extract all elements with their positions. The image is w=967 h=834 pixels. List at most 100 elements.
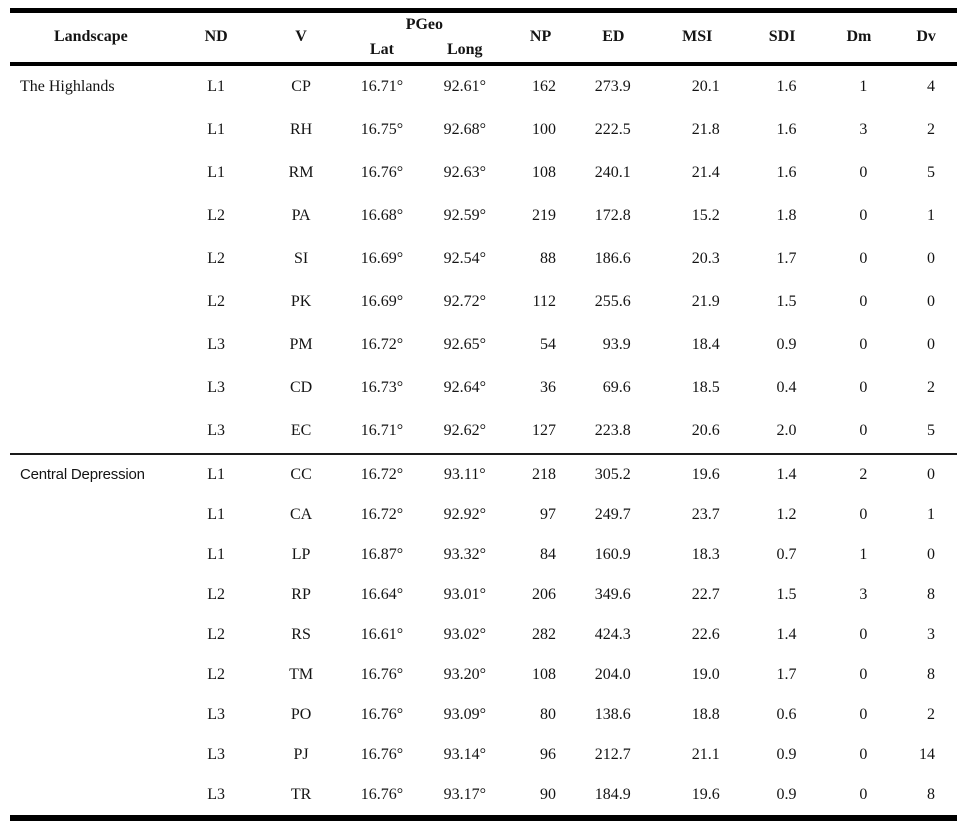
cell-nd: L2 (207, 293, 226, 310)
cell-v: RM (288, 164, 314, 181)
cell-msi: 21.4 (691, 164, 720, 181)
cell-dm: 1 (859, 545, 868, 563)
cell-lat: 16.73° (360, 379, 404, 396)
cell-dm: 0 (859, 785, 868, 803)
header-msi: MSI (682, 28, 713, 46)
cell-dm: 1 (859, 78, 868, 95)
cell-sdi: 2.0 (776, 422, 797, 439)
cell-landscape: The Highlands (20, 78, 115, 95)
cell-np: 218 (507, 452, 574, 495)
cell-long: 93.17° (443, 785, 486, 803)
cell-ed: 349.6 (594, 585, 631, 603)
cell-dv: 0 (927, 545, 935, 563)
header-dv: Dv (916, 28, 936, 46)
cell-msi: 20.6 (691, 422, 720, 439)
cell-landscape (10, 655, 172, 695)
cell-landscape (10, 109, 172, 152)
cell-v: PM (289, 336, 313, 353)
cell-dm: 0 (859, 379, 868, 396)
cell-dm: 0 (859, 250, 868, 267)
header-dm: Dm (846, 28, 872, 46)
cell-lat: 16.76° (360, 785, 404, 803)
table-row: L2 PK 16.69° 92.72° 112 255.6 21.9 1.5 0 0 (10, 281, 957, 324)
cell-landscape (10, 281, 172, 324)
cell-v: SI (293, 250, 309, 267)
cell-long: 93.02° (443, 625, 486, 643)
cell-dm: 3 (859, 121, 868, 138)
cell-sdi: 1.5 (776, 293, 797, 310)
cell-np: 108 (531, 665, 556, 683)
table-row: L1 CA 16.72° 92.92° 97 249.7 23.7 1.2 0 1 (10, 495, 957, 535)
cell-np: 90 (539, 785, 556, 803)
cell-sdi: 1.5 (776, 585, 797, 603)
cell-msi: 21.1 (691, 745, 720, 763)
cell-lat: 16.76° (360, 164, 404, 181)
cell-long: 92.64° (443, 379, 486, 396)
header-v: V (295, 28, 307, 46)
cell-dm: 2 (822, 452, 896, 495)
cell-landscape (10, 535, 172, 575)
cell-msi: 18.4 (691, 336, 720, 353)
cell-dv: 8 (927, 585, 935, 603)
cell-lat: 16.69° (360, 293, 404, 310)
header-nd: ND (204, 28, 228, 46)
cell-nd: L1 (171, 452, 261, 495)
header-ed: ED (602, 28, 625, 46)
cell-sdi: 1.6 (776, 78, 797, 95)
cell-ed: 223.8 (594, 422, 631, 439)
cell-nd: L1 (207, 545, 226, 563)
cell-dv: 5 (927, 422, 935, 439)
cell-dv: 3 (927, 625, 935, 643)
cell-dm: 0 (859, 164, 868, 181)
cell-dv: 0 (927, 250, 935, 267)
cell-sdi: 0.9 (776, 745, 797, 763)
header-pgeo: PGeo (405, 16, 444, 34)
cell-np: 97 (539, 505, 556, 523)
cell-nd: L2 (207, 250, 226, 267)
cell-long: 92.68° (443, 121, 486, 138)
cell-dv: 2 (927, 705, 935, 723)
cell-v: CD (289, 379, 313, 396)
cell-np: 80 (539, 705, 556, 723)
cell-sdi: 0.7 (776, 545, 797, 563)
cell-ed: 255.6 (594, 293, 631, 310)
cell-lat: 16.87° (360, 545, 404, 563)
cell-long: 93.20° (443, 665, 486, 683)
table-row: L3 CD 16.73° 92.64° 36 69.6 18.5 0.4 0 2 (10, 367, 957, 410)
cell-landscape (10, 775, 172, 818)
table-row: L1 RH 16.75° 92.68° 100 222.5 21.8 1.6 3 2 (10, 109, 957, 152)
cell-landscape (10, 152, 172, 195)
cell-long: 92.54° (443, 250, 486, 267)
cell-landscape (10, 615, 172, 655)
cell-dm: 3 (859, 585, 868, 603)
cell-np: 219 (531, 207, 556, 224)
cell-nd: L3 (207, 336, 226, 353)
cell-msi: 20.1 (691, 78, 720, 95)
cell-long: 92.63° (443, 164, 486, 181)
cell-ed: 186.6 (594, 250, 631, 267)
cell-ed: 160.9 (594, 545, 631, 563)
cell-long: 92.72° (443, 293, 486, 310)
header-row-top: Landscape ND V PGeo NP ED MSI SDI Dm Dv (10, 11, 957, 45)
table-header: Landscape ND V PGeo NP ED MSI SDI Dm Dv … (10, 11, 957, 64)
cell-msi: 21.9 (691, 293, 720, 310)
table-row: Central Depression L1 CC 16.72° 93.11° 218 305… (10, 452, 957, 495)
cell-np: 112 (532, 293, 556, 310)
cell-landscape (10, 238, 172, 281)
cell-dv: 1 (927, 207, 935, 224)
cell-np: 100 (531, 121, 556, 138)
cell-long: 93.32° (443, 545, 486, 563)
cell-landscape (10, 324, 172, 367)
cell-lat: 16.76° (360, 665, 404, 683)
cell-dv: 14 (919, 745, 935, 763)
cell-v: TR (290, 785, 312, 803)
cell-ed: 138.6 (594, 705, 631, 723)
cell-v: CP (291, 78, 311, 95)
cell-ed: 212.7 (594, 745, 631, 763)
cell-ed: 240.1 (594, 164, 631, 181)
cell-nd: L2 (207, 625, 226, 643)
cell-dv: 1 (927, 505, 935, 523)
cell-landscape (10, 735, 172, 775)
cell-lat: 16.68° (360, 207, 404, 224)
